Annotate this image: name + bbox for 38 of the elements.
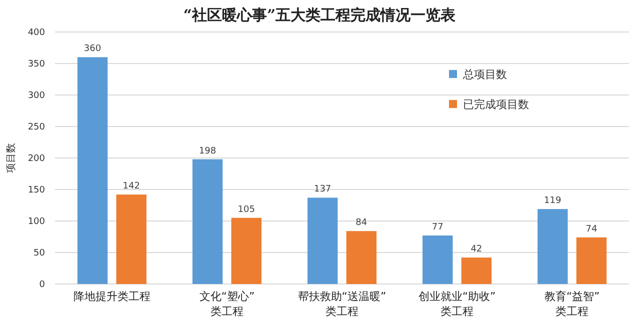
data-label: 84 — [356, 218, 368, 228]
x-tick-label: 创业就业“助收”类工程 — [418, 290, 496, 318]
y-tick-label: 50 — [34, 248, 46, 259]
data-label: 360 — [84, 44, 102, 54]
x-tick-label: 降地提升类工程 — [73, 290, 150, 303]
data-label: 198 — [198, 146, 216, 156]
chart-title: “社区暖心事”五大类工程完成情况一览表 — [183, 6, 457, 24]
x-tick-label: 教育“益智”类工程 — [544, 290, 600, 318]
bar — [576, 237, 607, 284]
y-tick-label: 250 — [28, 122, 46, 133]
data-label: 142 — [122, 182, 140, 192]
bar — [116, 194, 146, 284]
y-axis-title: 项目数 — [6, 143, 17, 173]
legend-label: 总项目数 — [462, 68, 507, 81]
bar — [307, 198, 338, 284]
x-tick-label: 帮扶救助“送温暖”类工程 — [298, 290, 386, 318]
x-tick-label: 文化“塑心”类工程 — [199, 290, 255, 318]
data-label: 137 — [314, 184, 332, 195]
y-tick-label: 200 — [28, 154, 46, 164]
data-label: 119 — [544, 196, 562, 206]
bar — [346, 231, 377, 284]
bar — [538, 209, 568, 284]
y-tick-label: 350 — [28, 60, 46, 70]
y-tick-label: 300 — [28, 91, 46, 102]
y-tick-label: 150 — [28, 186, 46, 196]
bar — [231, 218, 262, 284]
legend-label: 已完成项目数 — [463, 98, 529, 111]
data-label: 77 — [432, 222, 444, 232]
bar — [192, 159, 223, 284]
bar — [461, 258, 492, 284]
y-tick-label: 400 — [28, 28, 46, 38]
bar — [77, 57, 108, 284]
data-label: 42 — [470, 244, 482, 255]
bar — [422, 235, 453, 284]
data-label: 74 — [586, 224, 598, 234]
y-tick-label: 100 — [28, 217, 46, 228]
y-tick-label: 0 — [39, 280, 46, 290]
data-label: 105 — [238, 204, 255, 215]
